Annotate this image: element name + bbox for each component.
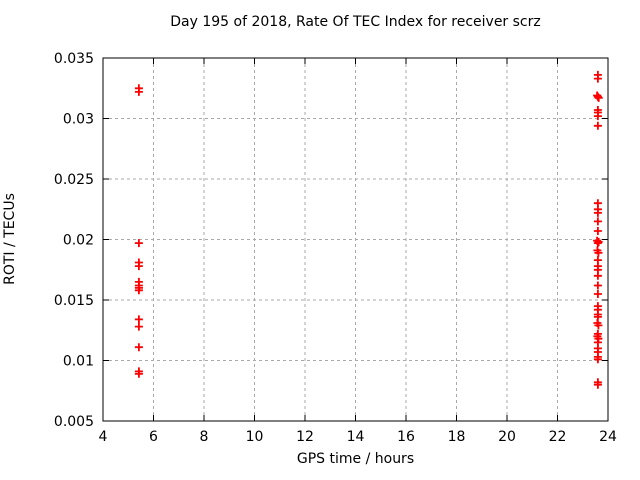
y-tick-label: 0.015 [54, 293, 94, 309]
x-tick-label: 14 [347, 429, 365, 445]
x-tick-label: 16 [397, 429, 415, 445]
data-point-marker [594, 93, 603, 102]
data-point-marker [593, 271, 602, 280]
data-point-marker [134, 343, 143, 352]
data-point-marker [593, 227, 602, 235]
data-point-marker [593, 208, 602, 217]
data-point-marker [134, 369, 143, 378]
data-point-marker [134, 315, 143, 324]
y-tick-label: 0.01 [63, 354, 94, 370]
y-axis-label: ROTI / TECUs [2, 193, 18, 285]
chart-title: Day 195 of 2018, Rate Of TEC Index for r… [170, 14, 541, 30]
y-tick-label: 0.035 [54, 51, 94, 67]
x-tick-label: 18 [448, 429, 466, 445]
data-point-marker [134, 322, 143, 331]
y-tick-label: 0.005 [54, 414, 94, 430]
data-point-marker [134, 286, 143, 295]
data-point-marker [134, 239, 143, 248]
data-point-marker [593, 355, 602, 364]
x-tick-label: 12 [296, 429, 314, 445]
data-point-marker [593, 281, 602, 290]
x-tick-label: 22 [549, 429, 567, 445]
x-tick-label: 20 [498, 429, 516, 445]
data-point-marker [134, 262, 143, 271]
data-point-marker [594, 321, 603, 330]
x-tick-label: 8 [200, 429, 209, 445]
x-tick-label: 4 [99, 429, 108, 445]
x-tick-label: 24 [599, 429, 617, 445]
y-tick-label: 0.03 [63, 112, 94, 128]
data-point-marker [593, 239, 602, 248]
data-point-marker [593, 380, 602, 389]
data-point-marker [593, 217, 602, 226]
data-point-marker [134, 87, 143, 96]
data-point-marker [594, 248, 603, 257]
y-tick-label: 0.025 [54, 172, 94, 188]
x-tick-label: 10 [246, 429, 264, 445]
y-tick-label: 0.02 [63, 233, 94, 249]
data-point-marker [593, 112, 602, 121]
data-point-marker [593, 290, 602, 298]
data-point-marker [593, 74, 602, 83]
x-axis-label: GPS time / hours [296, 451, 415, 467]
x-tick-label: 6 [149, 429, 158, 445]
data-point-marker [593, 121, 602, 130]
